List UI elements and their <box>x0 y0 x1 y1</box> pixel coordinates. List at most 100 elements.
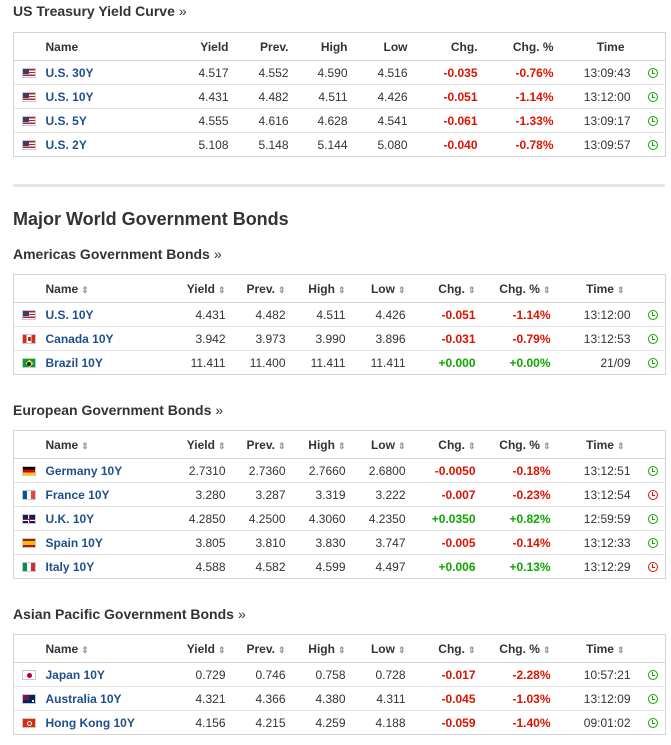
bond-name-link[interactable]: Italy 10Y <box>45 559 95 574</box>
column-header-low[interactable]: Low ⇕ <box>355 274 416 303</box>
bond-name-link[interactable]: Spain 10Y <box>43 530 174 555</box>
us-curve-title-link[interactable]: US Treasury Yield Curve <box>13 3 175 19</box>
time-value: 10:57:21 <box>560 662 641 687</box>
us-curve-more-link[interactable]: » <box>178 3 187 19</box>
time-value: 13:09:17 <box>563 108 641 133</box>
asian-title-link[interactable]: Asian Pacific Government Bonds <box>13 606 234 622</box>
sort-icon[interactable]: ⇕ <box>542 440 551 451</box>
sort-icon[interactable]: ⇕ <box>277 284 286 295</box>
column-header-label: Yield <box>200 39 229 54</box>
sort-icon[interactable]: ⇕ <box>467 440 476 451</box>
column-header-chg[interactable]: Chg. ⇕ <box>415 430 486 459</box>
sort-icon[interactable]: ⇕ <box>542 644 551 655</box>
column-header-chg[interactable]: Chg. ⇕ <box>415 274 486 303</box>
column-header-chg-pct[interactable]: Chg. % ⇕ <box>485 274 561 303</box>
table-row: Hong Kong 10Y 4.156 4.215 4.259 4.188 -0.059 -… <box>14 711 666 735</box>
table-row: Canada 10Y 3.942 3.973 3.990 3.896 -0.031 -0.7… <box>13 326 666 351</box>
column-header-time[interactable]: Time ⇕ <box>560 274 641 303</box>
column-header-yield[interactable]: Yield ⇕ <box>173 430 236 459</box>
asian-more-link[interactable]: » <box>237 606 246 622</box>
high-value: 5.144 <box>317 137 348 152</box>
column-header-time[interactable]: Time ⇕ <box>560 430 641 459</box>
column-header-time[interactable]: Time ⇕ <box>560 634 641 663</box>
bond-name-link[interactable]: U.S. 2Y <box>45 137 87 152</box>
change-percent-value: -1.33% <box>487 108 564 133</box>
column-header-yield[interactable]: Yield ⇕ <box>173 274 236 303</box>
bond-name-link[interactable]: U.S. 5Y <box>43 108 172 133</box>
sort-icon[interactable]: ⇕ <box>616 644 625 655</box>
bond-name-link[interactable]: Germany 10Y <box>43 458 174 483</box>
us-flag-icon <box>21 140 36 151</box>
clock-icon <box>647 116 658 127</box>
column-header-high[interactable]: High ⇕ <box>295 430 356 459</box>
column-header-prev[interactable]: Prev. ⇕ <box>235 274 296 303</box>
header-spacer <box>13 430 44 459</box>
bond-name-link[interactable]: U.S. 30Y <box>43 60 172 85</box>
column-header-high[interactable]: High ⇕ <box>295 274 356 303</box>
sort-icon[interactable]: ⇕ <box>397 644 406 655</box>
sort-icon[interactable]: ⇕ <box>467 644 476 655</box>
americas-more-link[interactable]: » <box>213 246 222 262</box>
sort-icon[interactable]: ⇕ <box>217 440 226 451</box>
column-header-prev[interactable]: Prev. ⇕ <box>235 430 296 459</box>
table-row: Brazil 10Y 11.411 11.400 11.411 11.411 +0.000… <box>14 351 666 375</box>
yield-value: 3.942 <box>173 326 236 351</box>
column-header-low[interactable]: Low ⇕ <box>355 634 416 663</box>
sort-icon[interactable]: ⇕ <box>81 440 89 451</box>
header-spacer <box>13 274 44 303</box>
sort-icon[interactable]: ⇕ <box>542 284 551 295</box>
bond-name-link[interactable]: U.K. 10Y <box>43 506 174 531</box>
time-value: 13:12:33 <box>560 530 641 555</box>
low-value: 4.426 <box>357 84 418 109</box>
column-header-chg[interactable]: Chg. ⇕ <box>415 634 486 663</box>
bond-name-link[interactable]: Brazil 10Y <box>45 355 103 370</box>
spain-flag-icon <box>21 538 36 549</box>
sort-icon[interactable]: ⇕ <box>616 440 625 451</box>
european-title-link[interactable]: European Government Bonds <box>13 402 212 418</box>
european-more-link[interactable]: » <box>215 402 224 418</box>
sort-icon[interactable]: ⇕ <box>337 644 346 655</box>
bond-name-link[interactable]: U.S. 10Y <box>43 84 172 109</box>
column-header-high[interactable]: High ⇕ <box>295 634 356 663</box>
sort-icon[interactable]: ⇕ <box>277 644 286 655</box>
table-row: U.S. 2Y 5.108 5.148 5.144 5.080 -0.040 -0.78% 1… <box>14 133 666 157</box>
us-flag-icon <box>21 116 36 127</box>
bond-name-link[interactable]: Australia 10Y <box>43 686 174 711</box>
column-header-prev[interactable]: Prev. ⇕ <box>235 634 296 663</box>
yield-value: 4.2850 <box>173 506 236 531</box>
sort-icon[interactable]: ⇕ <box>337 284 346 295</box>
column-header-label: Chg. % <box>499 281 540 296</box>
sort-icon[interactable]: ⇕ <box>217 284 226 295</box>
bond-name-link[interactable]: Canada 10Y <box>43 326 174 351</box>
sort-icon[interactable]: ⇕ <box>81 284 89 295</box>
change-value: -0.007 <box>415 482 486 507</box>
canada-flag-icon <box>21 334 36 345</box>
column-header-chg-pct[interactable]: Chg. % ⇕ <box>485 430 561 459</box>
sort-icon[interactable]: ⇕ <box>277 440 286 451</box>
prev-value: 11.400 <box>249 355 286 370</box>
bond-name-link[interactable]: France 10Y <box>43 482 174 507</box>
sort-icon[interactable]: ⇕ <box>467 284 476 295</box>
column-header-low[interactable]: Low ⇕ <box>355 430 416 459</box>
column-header-name[interactable]: Name ⇕ <box>43 634 174 663</box>
column-header-chg-pct[interactable]: Chg. % ⇕ <box>485 634 561 663</box>
column-header-label: High <box>308 641 335 656</box>
americas-title-link[interactable]: Americas Government Bonds <box>13 246 210 262</box>
column-header-yield[interactable]: Yield ⇕ <box>173 634 236 663</box>
sort-icon[interactable]: ⇕ <box>337 440 346 451</box>
prev-value: 4.582 <box>255 559 286 574</box>
yield-value: 4.156 <box>195 715 226 730</box>
sort-icon[interactable]: ⇕ <box>397 284 406 295</box>
change-percent-value: -0.76% <box>487 60 564 85</box>
sort-icon[interactable]: ⇕ <box>397 440 406 451</box>
sort-icon[interactable]: ⇕ <box>217 644 226 655</box>
sort-icon[interactable]: ⇕ <box>81 644 89 655</box>
sort-icon[interactable]: ⇕ <box>616 284 625 295</box>
column-header-label: Time <box>596 39 625 54</box>
clock-icon <box>647 466 658 477</box>
bond-name-link[interactable]: U.S. 10Y <box>43 302 174 327</box>
column-header-name[interactable]: Name ⇕ <box>43 274 174 303</box>
column-header-name[interactable]: Name ⇕ <box>43 430 174 459</box>
bond-name-link[interactable]: Japan 10Y <box>43 662 174 687</box>
bond-name-link[interactable]: Hong Kong 10Y <box>45 715 135 730</box>
